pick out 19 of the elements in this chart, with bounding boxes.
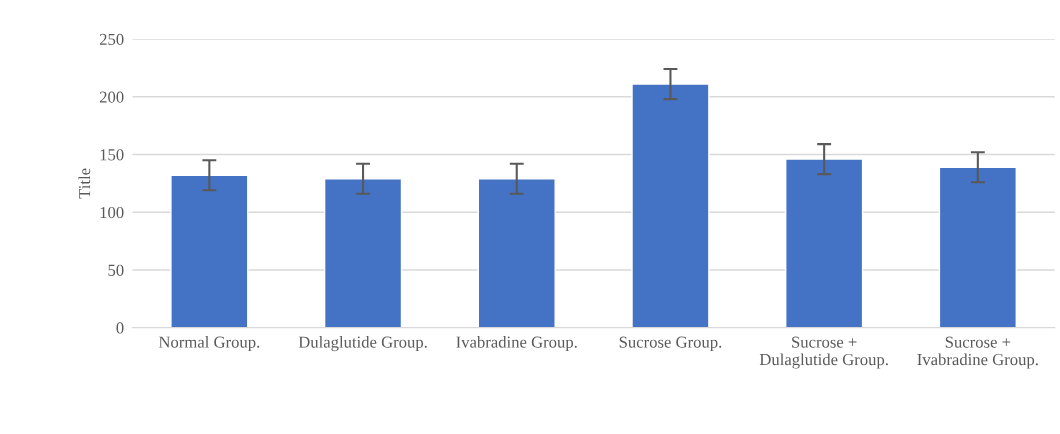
x-tick-label: Sucrose Group. [619, 336, 722, 352]
y-tick-label: 50 [108, 264, 124, 276]
bar [631, 83, 710, 328]
bar [938, 166, 1017, 328]
x-tick-label: Sucrose + Ivabradine Group. [917, 336, 1038, 369]
x-tick-label: Sucrose + Dulaglutide Group. [759, 336, 888, 369]
bar [323, 178, 403, 328]
y-tick-label: 0 [116, 322, 124, 334]
y-tick-label: 100 [100, 206, 124, 219]
y-tick-label: 200 [99, 91, 124, 103]
bar [170, 174, 249, 328]
x-tick-label: Ivabradine Group. [456, 336, 577, 352]
bar [785, 158, 864, 328]
x-tick-label: Dulaglutide Group. [298, 336, 427, 352]
y-axis-title: Title [78, 168, 91, 199]
y-tick-label: 150 [100, 149, 124, 161]
y-tick-label: 250 [99, 33, 124, 46]
bar [477, 178, 556, 328]
x-tick-label: Normal Group. [158, 336, 260, 352]
